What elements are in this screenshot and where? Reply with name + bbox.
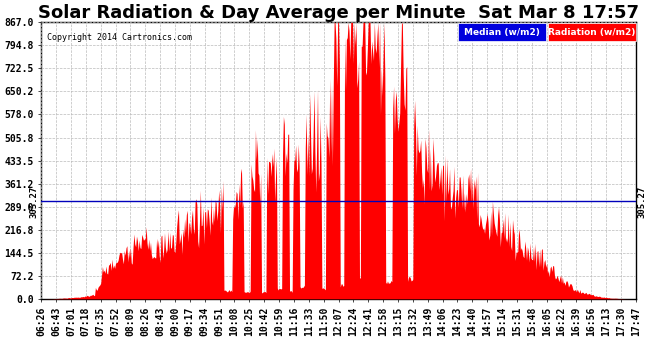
FancyBboxPatch shape: [548, 23, 636, 41]
FancyBboxPatch shape: [458, 23, 546, 41]
Text: Median (w/m2): Median (w/m2): [464, 28, 540, 36]
Text: 305.27: 305.27: [637, 185, 646, 218]
Title: Solar Radiation & Day Average per Minute  Sat Mar 8 17:57: Solar Radiation & Day Average per Minute…: [38, 4, 639, 22]
Text: 305.27: 305.27: [29, 185, 38, 218]
Text: Copyright 2014 Cartronics.com: Copyright 2014 Cartronics.com: [47, 33, 192, 42]
Text: Radiation (w/m2): Radiation (w/m2): [548, 28, 636, 36]
